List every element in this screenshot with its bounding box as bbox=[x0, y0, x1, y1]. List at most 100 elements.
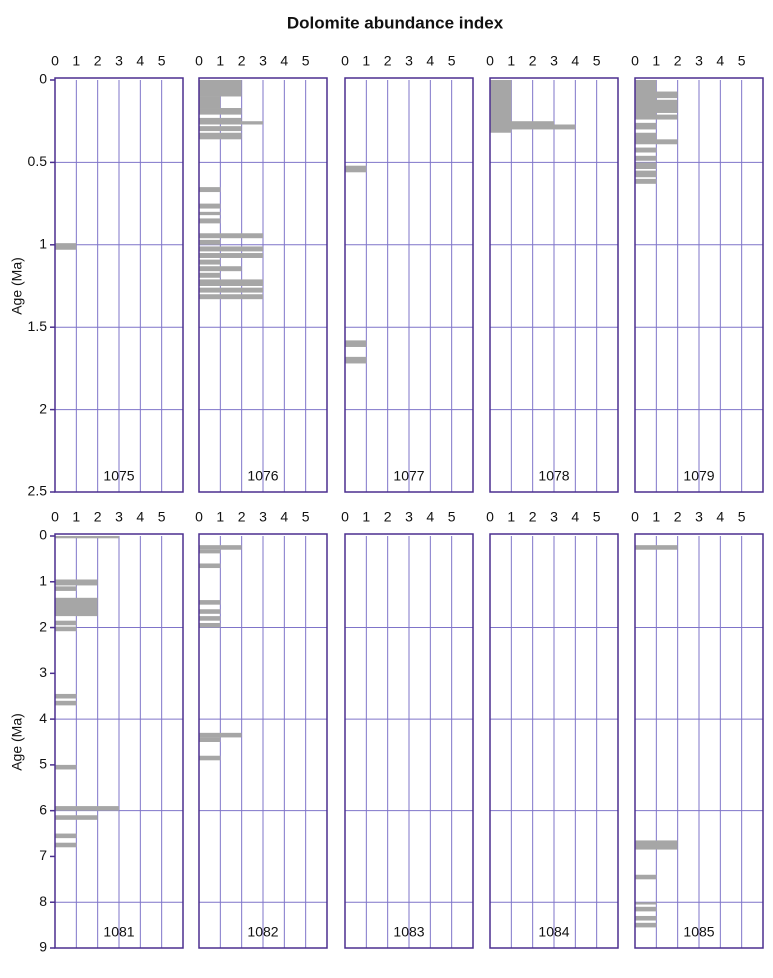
bar bbox=[199, 294, 263, 300]
y-tick-label: 2.5 bbox=[28, 483, 48, 499]
panel-label: 1079 bbox=[683, 468, 714, 484]
x-tick-label: 1 bbox=[652, 53, 660, 69]
bar bbox=[55, 693, 77, 699]
x-tick-label: 0 bbox=[631, 53, 639, 69]
x-tick-label: 1 bbox=[507, 53, 515, 69]
y-tick-label: 0 bbox=[39, 527, 47, 543]
y-tick-label: 1 bbox=[39, 236, 47, 252]
x-tick-label: 0 bbox=[341, 53, 349, 69]
panel-frame bbox=[54, 533, 184, 949]
panel-label: 1083 bbox=[393, 924, 424, 940]
y-tick-label: 9 bbox=[39, 939, 47, 955]
x-tick-label: 5 bbox=[448, 53, 456, 69]
bar bbox=[199, 622, 221, 628]
bar bbox=[55, 536, 119, 539]
y-tick-label: 6 bbox=[39, 801, 47, 817]
panel-frame bbox=[489, 533, 619, 949]
bar bbox=[635, 915, 657, 921]
x-tick-label: 1 bbox=[72, 509, 80, 525]
bar bbox=[55, 620, 77, 626]
bar bbox=[55, 806, 119, 811]
bar bbox=[635, 178, 657, 184]
bar bbox=[199, 203, 221, 209]
panel-label: 1082 bbox=[247, 924, 278, 940]
bar bbox=[199, 108, 242, 115]
x-tick-label: 2 bbox=[674, 53, 682, 69]
x-tick-label: 4 bbox=[136, 509, 144, 525]
x-tick-label: 0 bbox=[51, 509, 59, 525]
x-tick-label: 3 bbox=[259, 509, 267, 525]
bar bbox=[635, 902, 657, 905]
bar bbox=[635, 122, 657, 130]
x-tick-label: 1 bbox=[652, 509, 660, 525]
chart-title: Dolomite abundance index bbox=[287, 13, 504, 32]
bar bbox=[55, 626, 77, 632]
bar bbox=[199, 187, 221, 193]
x-tick-label: 5 bbox=[158, 509, 166, 525]
x-tick-label: 2 bbox=[238, 509, 246, 525]
panel-label: 1081 bbox=[103, 924, 134, 940]
panel-frame bbox=[344, 77, 474, 493]
panel-frame bbox=[634, 533, 764, 949]
panel-frame bbox=[489, 77, 619, 493]
panel-label: 1085 bbox=[683, 924, 714, 940]
panel-label: 1078 bbox=[538, 468, 569, 484]
x-tick-label: 5 bbox=[302, 53, 310, 69]
bar bbox=[635, 139, 678, 145]
bar bbox=[635, 162, 657, 169]
panel-frame bbox=[344, 533, 474, 949]
bar bbox=[635, 170, 657, 178]
bar bbox=[55, 579, 98, 586]
bar bbox=[635, 840, 678, 850]
bar bbox=[199, 121, 263, 125]
x-tick-label: 4 bbox=[571, 53, 579, 69]
bar bbox=[199, 259, 221, 265]
y-axis-label: Age (Ma) bbox=[9, 713, 25, 771]
y-tick-label: 2 bbox=[39, 618, 47, 634]
x-tick-label: 1 bbox=[507, 509, 515, 525]
bar bbox=[635, 99, 678, 113]
bar bbox=[199, 279, 263, 286]
x-tick-label: 0 bbox=[195, 509, 203, 525]
bar bbox=[635, 906, 657, 912]
bar bbox=[345, 165, 367, 173]
bar bbox=[199, 755, 221, 761]
x-tick-label: 2 bbox=[94, 53, 102, 69]
y-tick-label: 7 bbox=[39, 847, 47, 863]
bar bbox=[199, 549, 221, 554]
x-tick-label: 4 bbox=[136, 53, 144, 69]
x-tick-label: 5 bbox=[302, 509, 310, 525]
x-tick-label: 2 bbox=[384, 53, 392, 69]
x-tick-label: 5 bbox=[593, 53, 601, 69]
x-tick-label: 2 bbox=[529, 509, 537, 525]
panel-frame bbox=[198, 77, 328, 493]
x-tick-label: 1 bbox=[216, 509, 224, 525]
y-tick-label: 1.5 bbox=[28, 318, 48, 334]
x-tick-label: 4 bbox=[280, 509, 288, 525]
panel-frame bbox=[634, 77, 764, 493]
bar bbox=[55, 586, 77, 591]
x-tick-label: 5 bbox=[738, 509, 746, 525]
x-tick-label: 5 bbox=[738, 53, 746, 69]
bar bbox=[199, 616, 221, 621]
bar bbox=[55, 700, 77, 706]
x-tick-label: 1 bbox=[216, 53, 224, 69]
y-tick-label: 0.5 bbox=[28, 153, 48, 169]
x-tick-label: 3 bbox=[259, 53, 267, 69]
bar bbox=[199, 272, 221, 278]
x-tick-label: 2 bbox=[238, 53, 246, 69]
bar bbox=[635, 91, 678, 99]
bar bbox=[199, 132, 242, 140]
bar bbox=[199, 218, 221, 224]
x-tick-label: 2 bbox=[94, 509, 102, 525]
x-tick-label: 4 bbox=[716, 53, 724, 69]
x-tick-label: 4 bbox=[426, 509, 434, 525]
panel-label: 1075 bbox=[103, 468, 134, 484]
panel-frame bbox=[54, 77, 184, 493]
bar bbox=[199, 126, 242, 132]
y-tick-label: 3 bbox=[39, 664, 47, 680]
x-tick-label: 5 bbox=[158, 53, 166, 69]
bar bbox=[55, 597, 98, 617]
x-tick-label: 3 bbox=[405, 53, 413, 69]
panel-label: 1084 bbox=[538, 924, 569, 940]
